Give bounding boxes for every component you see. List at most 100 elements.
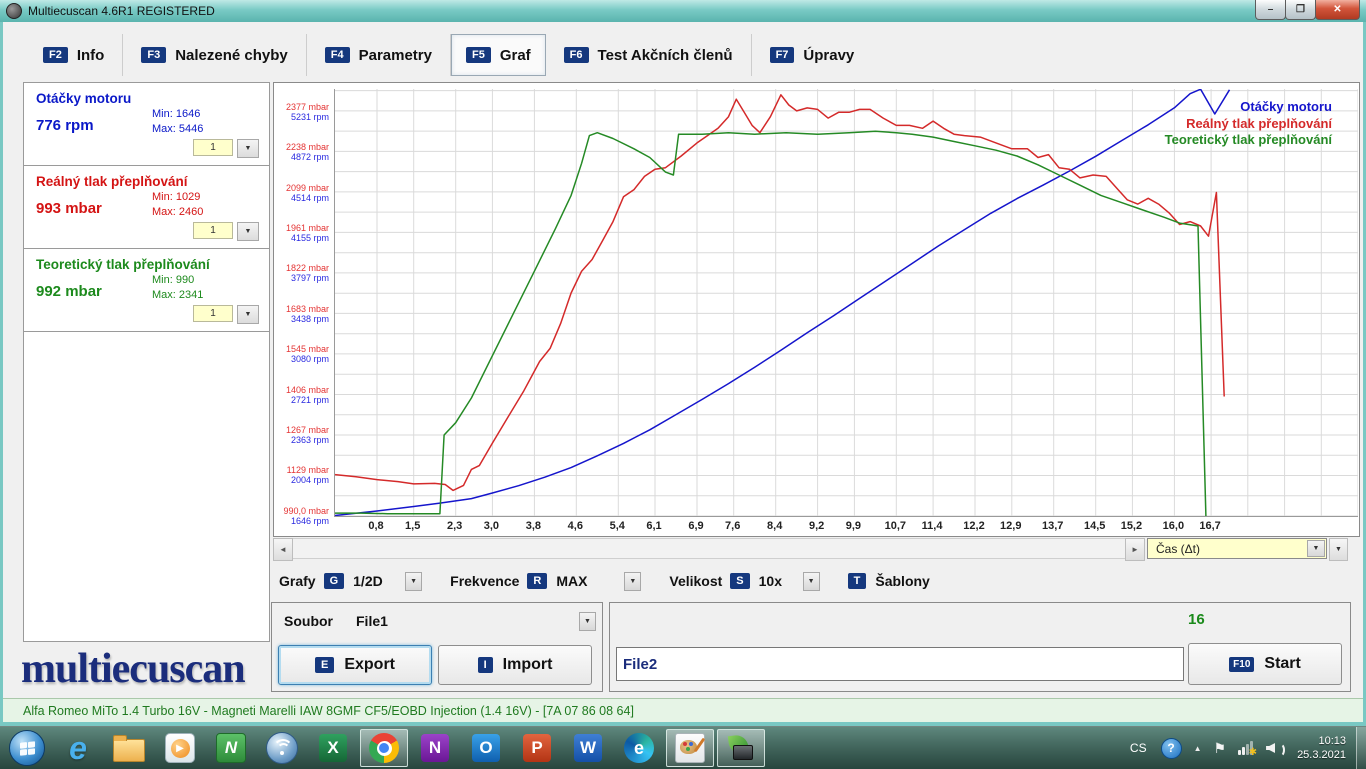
tab-upravy[interactable]: F7 Úpravy: [752, 34, 873, 76]
volume-icon[interactable]: [1266, 741, 1286, 757]
r-key-badge: R: [527, 573, 548, 589]
scrollbar-track[interactable]: [293, 538, 1125, 559]
tab-info[interactable]: F2 Info: [25, 34, 124, 76]
scale-input[interactable]: 1: [193, 222, 233, 239]
export-button[interactable]: E Export: [278, 645, 432, 685]
outlook-icon: O: [472, 734, 500, 762]
taskbar-item-chrome[interactable]: [360, 729, 408, 767]
grafy-label: Grafy: [279, 573, 316, 589]
system-tray: CS ? ▲ ⚑ ✱ 10:13 25.3.2021: [1130, 727, 1366, 769]
velikost-select[interactable]: 10x: [758, 573, 782, 589]
taskbar-item-multiecuscan[interactable]: [717, 729, 765, 767]
tab-test-akcnich-clenu[interactable]: F6 Test Akčních členů: [546, 34, 752, 76]
parameter-value: 992 mbar: [36, 283, 102, 300]
x-axis-mode-combo[interactable]: Čas (Δt) ▼: [1147, 538, 1327, 559]
i-key-badge: I: [477, 657, 493, 673]
tab-parametry[interactable]: F4 Parametry: [307, 34, 451, 76]
grafy-select[interactable]: 1/2D: [353, 573, 383, 589]
import-button[interactable]: I Import: [438, 645, 592, 685]
title-bar: Multiecuscan 4.6R1 REGISTERED – ❐ ✕: [0, 0, 1366, 23]
action-center-flag-icon[interactable]: ⚑: [1213, 739, 1227, 756]
parameter-value: 776 rpm: [36, 117, 94, 134]
app-window: F2 Info F3 Nalezené chyby F4 Parametry F…: [0, 22, 1366, 726]
frekvence-select[interactable]: MAX: [556, 573, 588, 589]
y-axis-tick: 1822 mbar 3797 rpm: [285, 263, 329, 284]
frekvence-dropdown-icon[interactable]: ▼: [624, 571, 642, 591]
scroll-right-icon[interactable]: ►: [1125, 538, 1145, 561]
tray-expand-icon[interactable]: ▲: [1193, 743, 1202, 753]
sablony-button[interactable]: Šablony: [875, 573, 930, 589]
file-dropdown-icon[interactable]: ▼: [579, 612, 596, 631]
taskbar-item-onenote[interactable]: N: [411, 729, 459, 767]
x-axis-tick: 6,1: [646, 520, 662, 532]
parameter-value: 993 mbar: [36, 200, 102, 217]
chart-svg: [334, 88, 1359, 517]
g-key-badge: G: [323, 573, 345, 589]
file-select[interactable]: File1: [356, 613, 388, 629]
x-axis-tick: 7,6: [725, 520, 741, 532]
scroll-left-icon[interactable]: ◄: [273, 538, 293, 561]
parameter-max: Max: 2341: [152, 289, 204, 301]
close-button[interactable]: ✕: [1315, 0, 1360, 20]
file-name-input[interactable]: [616, 647, 1184, 681]
language-indicator[interactable]: CS: [1129, 741, 1147, 755]
x-axis-tick: 12,9: [1000, 520, 1022, 532]
taskbar-item-explorer[interactable]: [105, 729, 153, 767]
scale-dropdown-icon[interactable]: ▼: [237, 222, 259, 241]
parameter-title: Reálný tlak přeplňování: [36, 174, 188, 189]
x-axis-tick: 6,9: [688, 520, 704, 532]
scale-dropdown-icon[interactable]: ▼: [237, 305, 259, 324]
start-button[interactable]: F10 Start: [1188, 643, 1342, 685]
x-axis-tick: 5,4: [609, 520, 625, 532]
tab-graf[interactable]: F5 Graf: [450, 34, 546, 76]
media-player-icon: ▶: [165, 733, 195, 763]
y-axis-tick: 2099 mbar 4514 rpm: [285, 182, 329, 203]
show-desktop-button[interactable]: [1356, 727, 1366, 769]
taskbar-item-excel[interactable]: X: [309, 729, 357, 767]
help-icon[interactable]: ?: [1160, 737, 1182, 759]
taskbar-item-edge[interactable]: e: [615, 729, 663, 767]
minimize-button[interactable]: –: [1255, 0, 1286, 20]
network-icon[interactable]: ✱: [1238, 741, 1257, 758]
x-axis-tick: 3,8: [525, 520, 541, 532]
windows-start-icon: [9, 730, 45, 766]
parameter-max: Max: 5446: [152, 123, 204, 135]
legend-realny-tlak: Reálný tlak přeplňování: [1186, 115, 1332, 131]
tab-nalezene-chyby[interactable]: F3 Nalezené chyby: [123, 34, 307, 76]
taskbar-item-outlook[interactable]: O: [462, 729, 510, 767]
x-axis-tick: 0,8: [368, 520, 384, 532]
taskbar-item-ie[interactable]: e: [54, 729, 102, 767]
x-axis-tick: 13,7: [1042, 520, 1064, 532]
x-axis-tick: 2,3: [447, 520, 463, 532]
restore-button[interactable]: ❐: [1285, 0, 1316, 20]
start-button-taskbar[interactable]: [3, 729, 51, 767]
plot-area[interactable]: Otáčky motoru Reálný tlak přeplňování Te…: [334, 88, 1359, 517]
panel-realny-tlak: Reálný tlak přeplňování 993 mbar Min: 10…: [24, 166, 269, 249]
velikost-label: Velikost: [669, 573, 723, 589]
combo-dropdown-icon[interactable]: ▼: [1307, 540, 1325, 557]
e-key-badge: E: [314, 657, 335, 673]
edge-icon: e: [624, 733, 654, 763]
taskbar-item-powerpoint[interactable]: P: [513, 729, 561, 767]
x-axis-tick: 3,0: [483, 520, 500, 532]
taskbar-item-paint[interactable]: [666, 729, 714, 767]
taskbar-item-wmp[interactable]: ▶: [156, 729, 204, 767]
velikost-dropdown-icon[interactable]: ▼: [802, 571, 820, 591]
soubor-label: Soubor: [284, 613, 333, 629]
extra-dropdown-icon[interactable]: ▼: [1329, 538, 1348, 561]
record-count: 16: [1188, 611, 1205, 628]
f4-key-badge: F4: [324, 47, 350, 63]
scale-input[interactable]: 1: [193, 139, 233, 156]
y-axis-tick: 1545 mbar 3080 rpm: [285, 344, 329, 365]
scale-input[interactable]: 1: [193, 305, 233, 322]
scale-dropdown-icon[interactable]: ▼: [237, 139, 259, 158]
taskbar-item-word[interactable]: W: [564, 729, 612, 767]
clock[interactable]: 10:13 25.3.2021: [1297, 734, 1346, 762]
grafy-dropdown-icon[interactable]: ▼: [405, 571, 423, 591]
taskbar-item-diagnostic[interactable]: N: [207, 729, 255, 767]
y-axis-tick: 990,0 mbar 1646 rpm: [283, 506, 329, 526]
taskbar-item-wifi-tool[interactable]: [258, 729, 306, 767]
y-axis-tick: 2238 mbar 4872 rpm: [285, 142, 329, 163]
wifi-icon: [266, 732, 298, 764]
app-icon: [6, 3, 22, 19]
